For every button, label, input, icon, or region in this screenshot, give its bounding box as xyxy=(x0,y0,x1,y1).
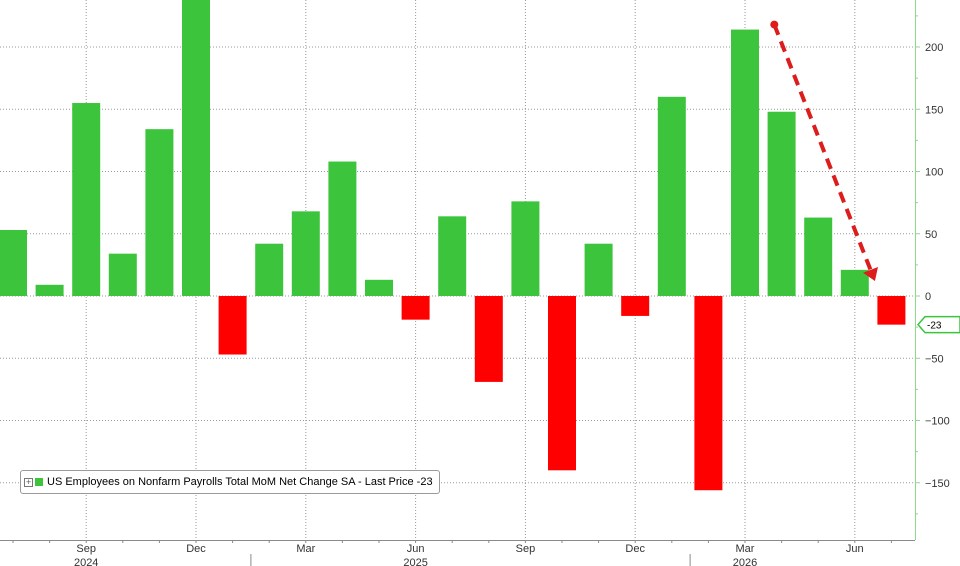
bar-2026-01 xyxy=(657,96,686,296)
bar-2024-09 xyxy=(72,103,101,297)
arrow-shaft xyxy=(772,23,873,271)
x-tick-label: Mar xyxy=(736,543,755,555)
bar-2026-05 xyxy=(804,217,833,296)
bar-2024-08 xyxy=(35,284,64,296)
year-label: 2024 xyxy=(74,557,98,566)
x-axis: Sep Dec Mar Jun Sep Dec Mar Jun 2024 2025 2026 xyxy=(0,540,915,566)
bar-2025-06 xyxy=(401,296,430,320)
bar-2026-04 xyxy=(767,111,796,297)
x-tick-label: Sep xyxy=(76,543,96,555)
x-tick-label: Sep xyxy=(516,543,536,555)
bar-2025-01 xyxy=(218,296,247,355)
trend-arrow-annotation xyxy=(770,20,878,282)
bars xyxy=(0,0,906,491)
plus-icon[interactable]: + xyxy=(24,477,33,487)
last-price-box xyxy=(917,315,960,334)
bar-2025-10 xyxy=(548,296,576,471)
bar-2024-10 xyxy=(108,253,137,296)
legend[interactable]: + US Employees on Nonfarm Payrolls Total… xyxy=(20,470,440,494)
x-tick-label: Dec xyxy=(625,543,645,555)
y-tick-label: −150 xyxy=(925,478,950,490)
x-tick-label: Jun xyxy=(846,543,864,555)
year-label: 2026 xyxy=(733,557,757,566)
bar-2025-09 xyxy=(511,201,540,296)
bar-2026-02 xyxy=(694,296,723,491)
bar-2026-07 xyxy=(877,296,906,325)
last-price-value: -23 xyxy=(927,321,942,332)
legend-text: US Employees on Nonfarm Payrolls Total M… xyxy=(47,476,433,488)
y-axis: 200 150 100 50 0 −50 −100 −150 xyxy=(915,0,950,540)
y-tick-label: −100 xyxy=(925,416,950,428)
bar-2024-11 xyxy=(145,129,174,296)
y-tick-label: 50 xyxy=(925,229,937,241)
bar-2025-04 xyxy=(328,161,357,296)
bar-2026-06 xyxy=(840,269,869,296)
y-tick-label: 0 xyxy=(925,291,931,303)
x-tick-label: Jun xyxy=(407,543,425,555)
bar-2025-11 xyxy=(584,243,613,296)
bar-2025-08 xyxy=(474,296,503,382)
bar-2025-07 xyxy=(438,216,467,296)
y-tick-label: −50 xyxy=(925,353,944,365)
bar-2025-03 xyxy=(291,211,320,296)
x-tick-label: Dec xyxy=(186,543,206,555)
last-price-tag: -23 xyxy=(917,315,960,334)
y-tick-label: 150 xyxy=(925,104,943,116)
legend-swatch xyxy=(35,478,43,486)
bar-2025-12 xyxy=(621,296,650,316)
bar-2024-12 xyxy=(182,0,210,296)
bar-2025-05 xyxy=(365,279,393,296)
y-tick-label: 100 xyxy=(925,167,943,179)
y-tick-label: 200 xyxy=(925,42,943,54)
bar-2024-07 xyxy=(0,230,27,296)
bar-2026-03 xyxy=(731,29,759,296)
year-label: 2025 xyxy=(403,557,427,566)
x-tick-label: Mar xyxy=(296,543,315,555)
bar-2025-02 xyxy=(255,243,284,296)
arrow-head xyxy=(863,266,878,282)
